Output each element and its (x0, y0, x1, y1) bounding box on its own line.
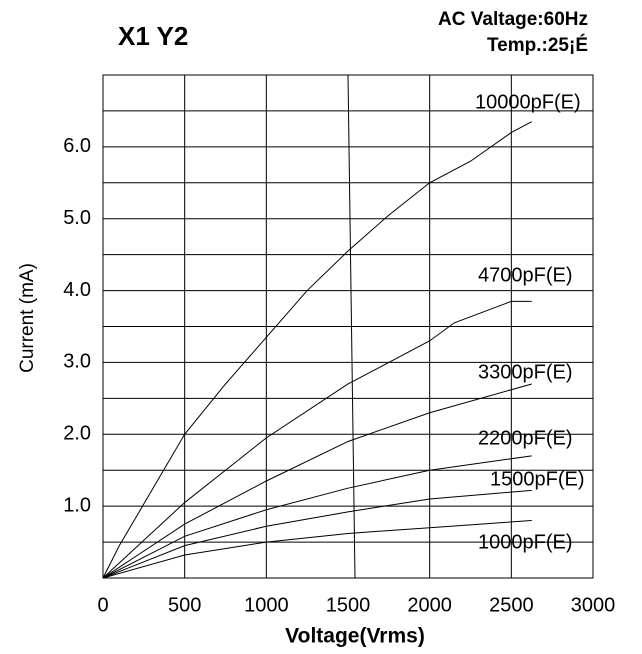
x-axis-label: Voltage(Vrms) (285, 625, 425, 648)
line-series (102, 300, 532, 579)
y-tick-label: 5.0 (63, 207, 91, 229)
x-tick-label: 3000 (571, 594, 616, 616)
x-tick-label: 1500 (326, 594, 371, 616)
chart-title: X1 Y2 (118, 21, 188, 51)
y-tick-label: 1.0 (63, 494, 91, 516)
y-axis-label: Current (mA) (17, 263, 38, 373)
series-label: 1000pF(E) (478, 531, 573, 553)
series-label: 3300pF(E) (478, 361, 573, 383)
series-label: 1500pF(E) (490, 468, 585, 490)
annotation: Temp.:25¡É (487, 34, 588, 56)
x-tick-label: 2000 (407, 594, 452, 616)
y-tick-label: 2.0 (63, 423, 91, 445)
x-tick-label: 2500 (489, 594, 534, 616)
series-label: 2200pF(E) (478, 427, 573, 449)
y-tick-label: 4.0 (63, 279, 91, 301)
annotation: AC Valtage:60Hz (438, 9, 588, 30)
line-series (102, 520, 532, 579)
grid-line (347, 74, 356, 579)
y-tick-label: 3.0 (63, 351, 91, 373)
x-tick-label: 500 (168, 594, 201, 616)
line-series (102, 121, 532, 579)
line-series (102, 489, 532, 579)
series-label: 4700pF(E) (478, 264, 573, 286)
line-series (102, 455, 532, 579)
x-tick-label: 0 (97, 594, 108, 616)
line-series (102, 383, 532, 579)
y-tick-label: 6.0 (63, 135, 91, 157)
x-tick-label: 1000 (244, 594, 289, 616)
series-label: 10000pF(E) (475, 91, 581, 113)
